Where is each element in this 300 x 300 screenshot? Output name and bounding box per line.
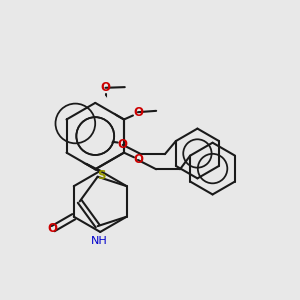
Text: O: O: [133, 106, 143, 119]
Text: S: S: [97, 169, 105, 182]
Text: NH: NH: [91, 236, 108, 246]
Text: O: O: [118, 138, 128, 152]
Text: O: O: [133, 154, 143, 166]
Circle shape: [35, 83, 116, 164]
Text: O: O: [100, 81, 110, 94]
Text: O: O: [47, 222, 57, 235]
